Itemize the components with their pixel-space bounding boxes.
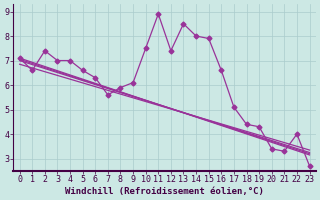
X-axis label: Windchill (Refroidissement éolien,°C): Windchill (Refroidissement éolien,°C) [65,187,264,196]
